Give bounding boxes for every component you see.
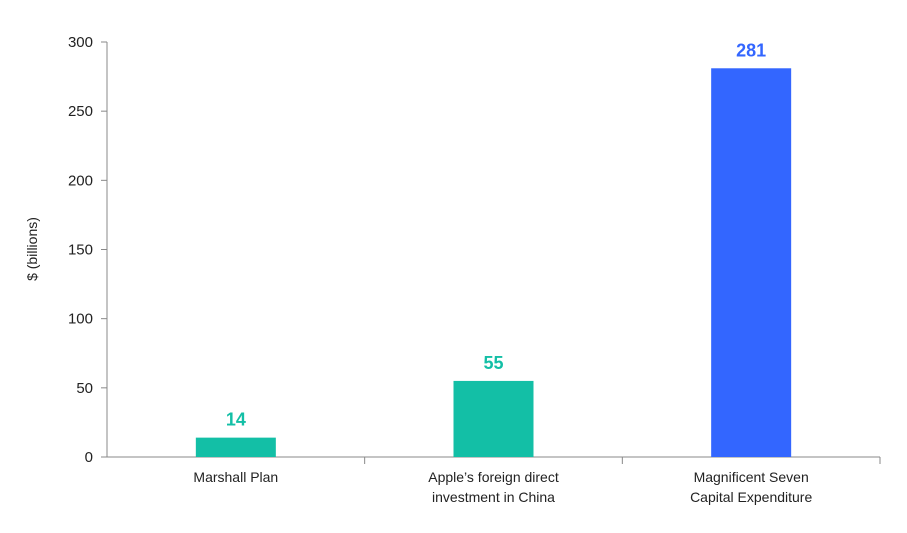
y-tick-label: 250 xyxy=(68,103,93,120)
category-labels: Marshall Plan Apple’s foreign direct inves… xyxy=(193,469,812,505)
y-tick-label: 150 xyxy=(68,242,93,259)
y-tick-label: 200 xyxy=(68,172,93,189)
category-label: Magnificent Seven Capital Expenditure xyxy=(690,469,812,505)
value-labels: 14 55 281 xyxy=(226,40,766,429)
data-label: 55 xyxy=(483,353,503,373)
y-tick-label: 50 xyxy=(76,380,93,397)
y-tick-label: 100 xyxy=(68,311,93,328)
bar xyxy=(453,380,534,457)
y-axis: 0 50 100 150 200 250 300 xyxy=(68,34,108,466)
bar xyxy=(711,68,792,458)
data-label: 281 xyxy=(736,40,766,60)
category-label: Apple’s foreign direct investment in Chin… xyxy=(428,469,559,505)
y-tick-label: 300 xyxy=(68,34,93,51)
category-label: Marshall Plan xyxy=(193,469,278,485)
y-tick-label: 0 xyxy=(85,449,93,466)
y-axis-title: $ (billions) xyxy=(24,217,40,281)
bars xyxy=(195,68,792,458)
x-axis xyxy=(107,456,881,464)
data-label: 14 xyxy=(226,410,246,430)
bar xyxy=(195,437,276,457)
